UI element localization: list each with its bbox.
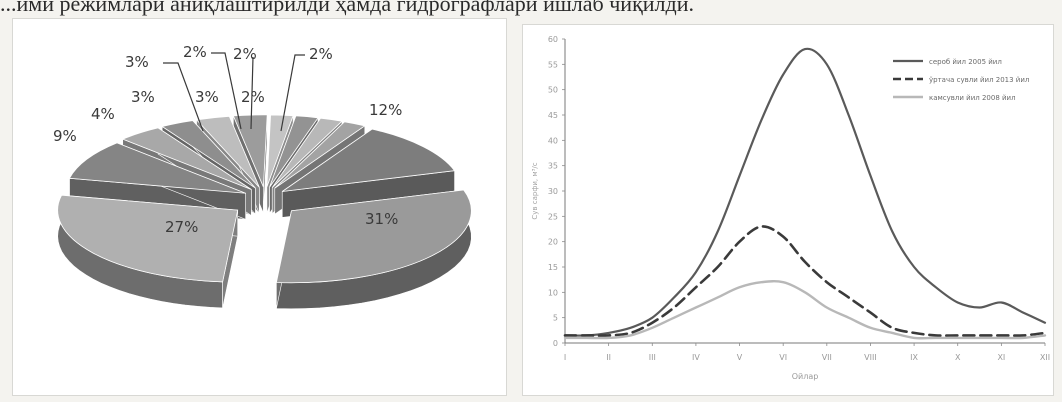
pie-slice-label: 4%: [91, 105, 115, 123]
pie-leader-line: [211, 52, 242, 130]
pie-leader-line: [250, 56, 254, 130]
x-tick-label: VIII: [864, 353, 877, 362]
pie-slice-label: 12%: [369, 101, 402, 119]
pie-slice-label: 31%: [365, 210, 398, 228]
x-tick-label: VI: [779, 353, 787, 362]
pie-slice-label: 3%: [125, 53, 149, 71]
y-tick-label: 50: [548, 86, 558, 95]
pie-slice-label: 2%: [309, 45, 333, 63]
pie-slice: [275, 189, 472, 310]
pie-chart-panel: 31% 27% 9% 4% 3% 3% 3% 2% 2% 2% 2% 12%: [12, 18, 507, 396]
page-header-text: ...ими режимлари аниқлаштирилди ҳамда ги…: [0, 0, 694, 16]
x-tick-label: I: [564, 353, 566, 362]
x-tick-label: X: [955, 353, 961, 362]
legend-label: ўртача сувли йил 2013 йил: [929, 76, 1029, 84]
y-tick-label: 15: [548, 263, 558, 272]
chart-legend: сероб йил 2005 йил ўртача сувли йил 2013 …: [893, 58, 1029, 102]
pie-slice-label: 3%: [195, 88, 219, 106]
y-tick-label: 45: [548, 111, 558, 120]
y-tick-label: 35: [548, 162, 558, 171]
x-tick-label: VII: [822, 353, 832, 362]
pie-slices: [57, 114, 472, 310]
x-tick-label: IV: [692, 353, 700, 362]
pie-labels: 31% 27% 9% 4% 3% 3% 3% 2% 2% 2% 2% 12%: [53, 43, 402, 236]
y-tick-label: 20: [548, 238, 558, 247]
y-axis-label: Сув сарфи, м³/с: [531, 162, 539, 219]
x-tick-label: XI: [997, 353, 1005, 362]
pie-slice: [281, 128, 456, 219]
x-tick-label: II: [606, 353, 611, 362]
x-tick-label: III: [649, 353, 656, 362]
x-tick-label: IX: [910, 353, 918, 362]
pie-slice: [57, 194, 239, 309]
pie-leader-line: [280, 54, 305, 132]
y-tick-label: 60: [548, 35, 558, 44]
line-series: [563, 47, 1047, 340]
pie-chart: 31% 27% 9% 4% 3% 3% 3% 2% 2% 2% 2% 12%: [53, 43, 472, 310]
y-tick-label: 10: [548, 288, 558, 297]
x-tick-label: V: [737, 353, 743, 362]
y-tick-label: 30: [548, 187, 558, 196]
pie-slice-label: 3%: [131, 88, 155, 106]
line-chart-panel: 0 5 10 15 20 25 30 35 40 45 50 55 60 I II III IV V VI VII VI…: [522, 24, 1054, 396]
y-tick-label: 40: [548, 136, 558, 145]
pie-leader-line: [163, 62, 204, 132]
pie-slice-label: 9%: [53, 127, 77, 145]
y-tick-label: 25: [548, 212, 558, 221]
y-tick-label: 55: [548, 60, 558, 69]
pie-slice-label: 2%: [183, 43, 207, 61]
series-line: [563, 47, 1047, 337]
series-line: [563, 225, 1047, 337]
y-tick-label: 5: [553, 314, 558, 323]
legend-label: камсувли йил 2008 йил: [929, 94, 1016, 102]
y-tick-label: 0: [553, 339, 558, 348]
pie-slice-label: 2%: [233, 45, 257, 63]
x-tick-label: XII: [1040, 353, 1050, 362]
pie-slice-label: 2%: [241, 88, 265, 106]
series-line: [563, 280, 1047, 340]
x-axis-label: Ойлар: [792, 372, 819, 381]
pie-slice-label: 27%: [165, 218, 198, 236]
legend-label: сероб йил 2005 йил: [929, 58, 1002, 66]
